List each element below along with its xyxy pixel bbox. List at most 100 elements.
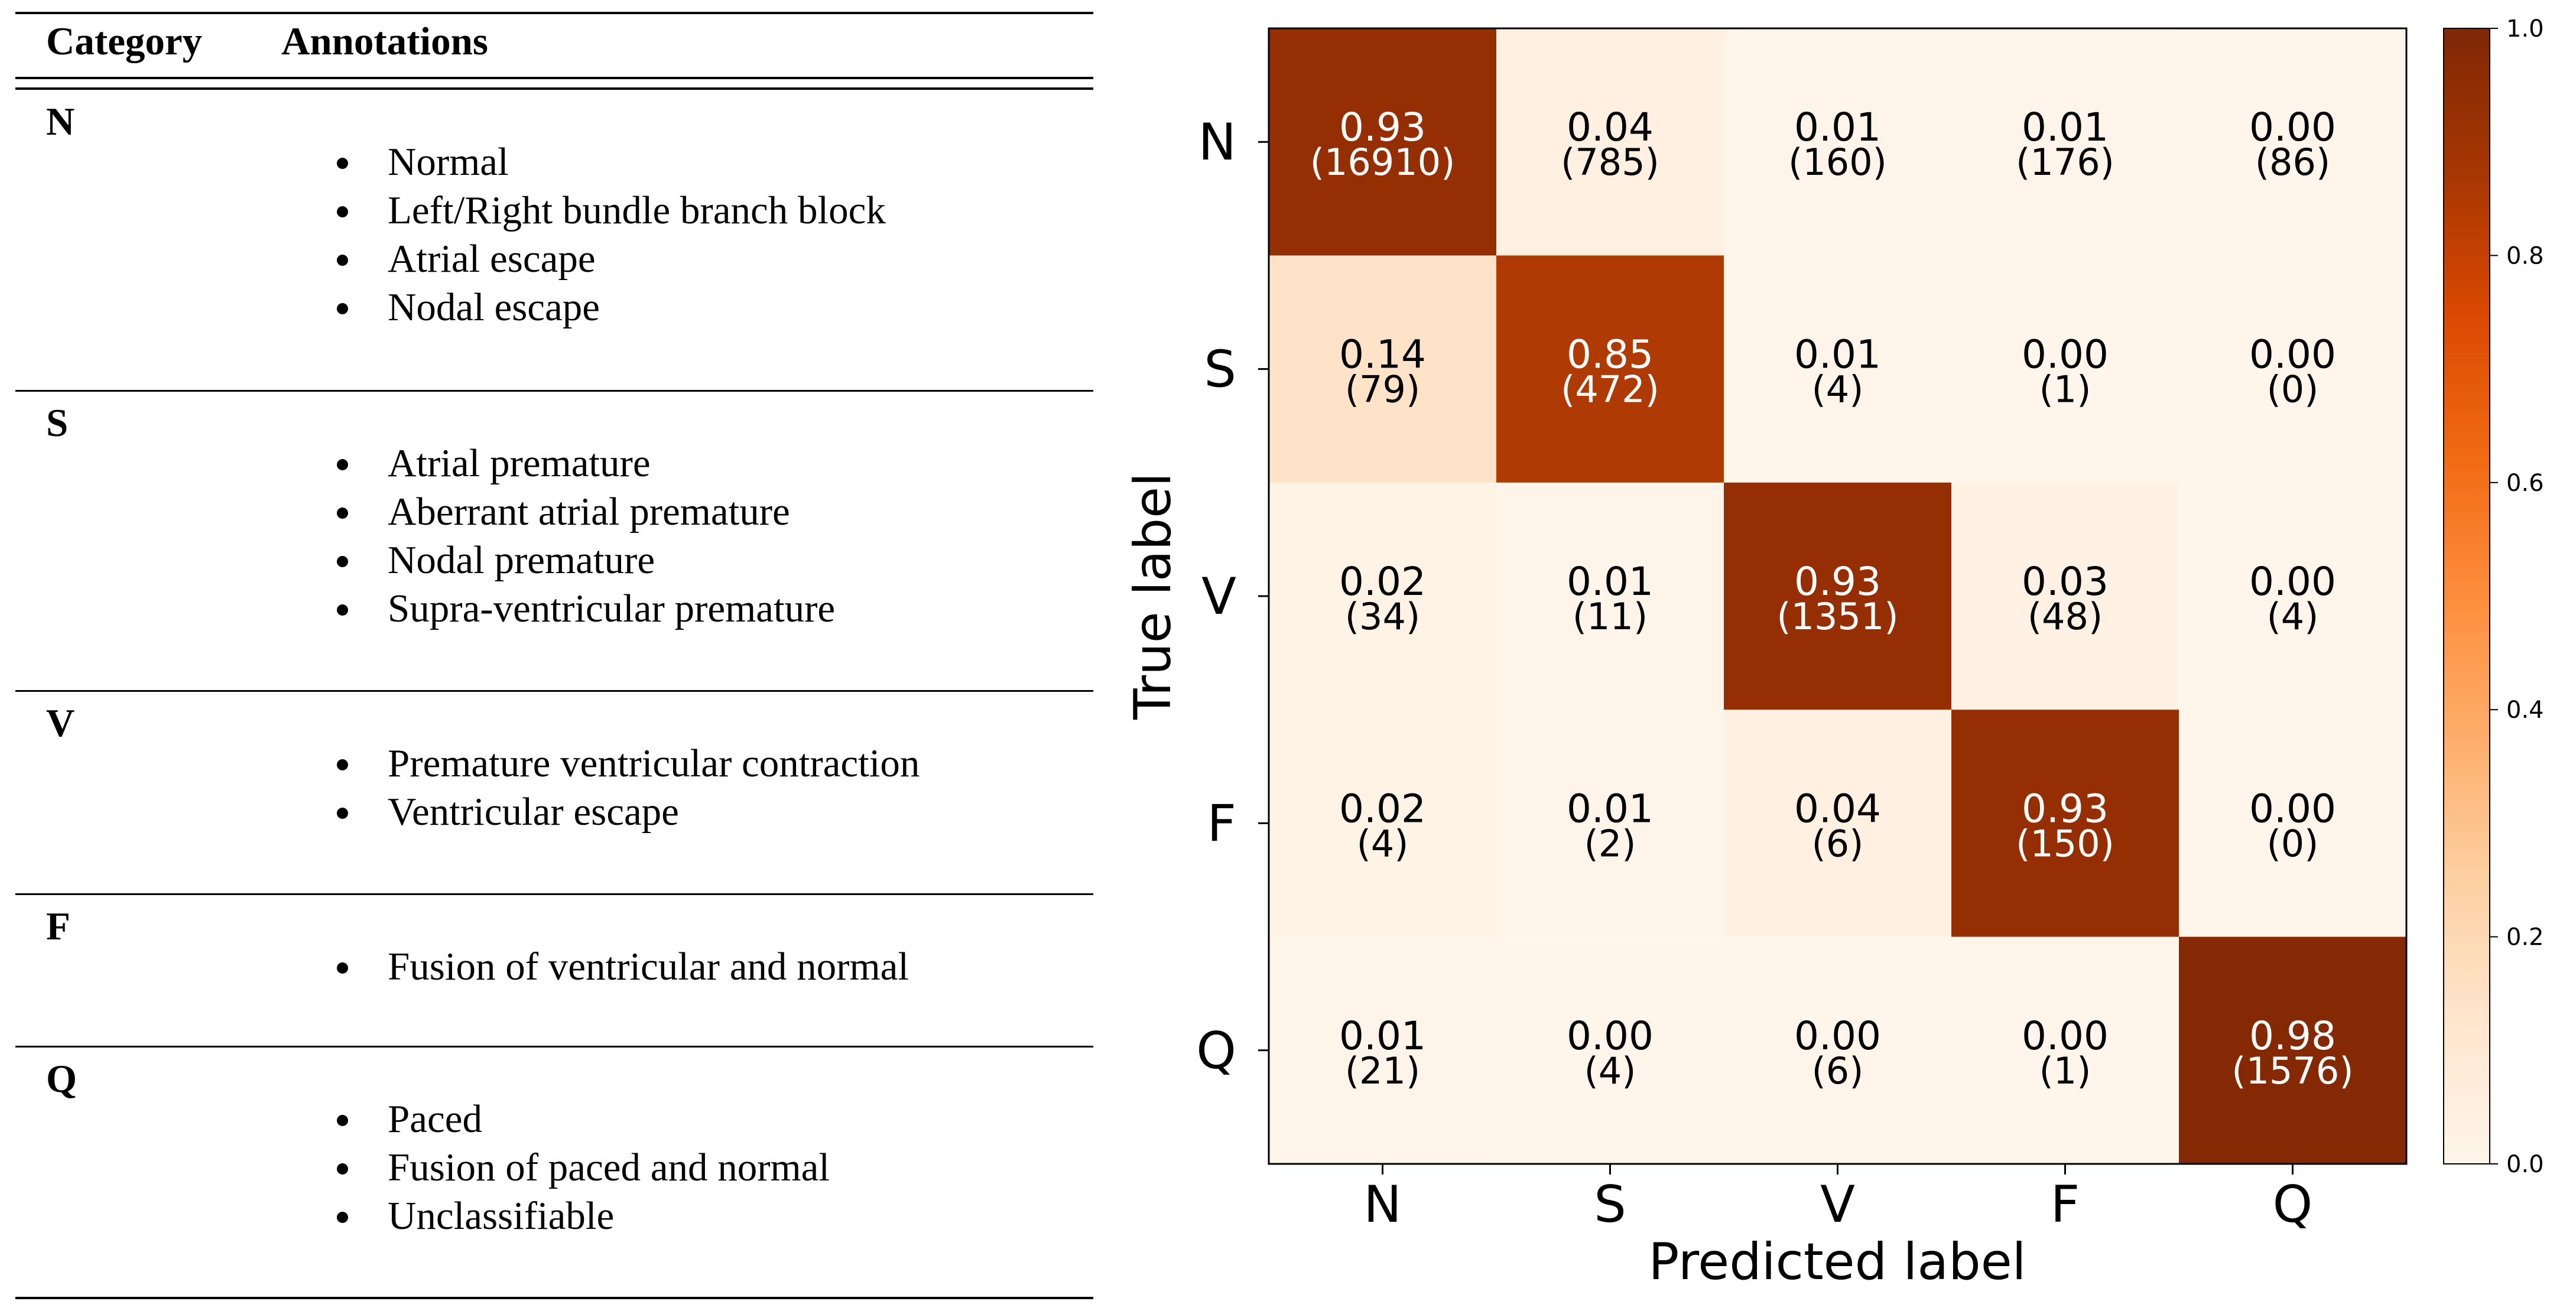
cell-value-label: 0.93 xyxy=(2022,786,2109,831)
cell-count-label: (0) xyxy=(2267,822,2319,865)
colorbar-tick-label: 0.0 xyxy=(2506,1151,2544,1178)
cell-value-label: 0.00 xyxy=(2249,105,2336,150)
annotation-text: Nodal premature xyxy=(388,538,655,582)
heatmap-cell xyxy=(1269,936,1497,1164)
cell-value-label: 0.03 xyxy=(2022,559,2109,604)
row-rule xyxy=(15,690,1093,692)
bullet-icon xyxy=(337,158,348,169)
heatmap-cell xyxy=(1951,710,2179,938)
header-double-rule-bottom xyxy=(15,87,1093,90)
bullet-icon xyxy=(337,459,348,470)
x-tick-label: V xyxy=(1820,1175,1855,1234)
cell-value-label: 0.14 xyxy=(1339,332,1426,378)
annotation-text: Fusion of paced and normal xyxy=(388,1146,830,1189)
y-tick-label: V xyxy=(1201,567,1236,626)
category-s: S xyxy=(46,401,69,445)
heatmap-cell xyxy=(2179,28,2407,256)
heatmap-cells: 0.93(16910)0.04(785)0.01(160)0.01(176)0.… xyxy=(1269,28,2407,1164)
cell-value-label: 0.01 xyxy=(1567,559,1654,604)
cell-count-label: (6) xyxy=(1812,1049,1864,1092)
x-tick-label: F xyxy=(2051,1175,2080,1234)
cell-count-label: (48) xyxy=(2028,595,2103,638)
cell-value-label: 0.98 xyxy=(2249,1013,2336,1059)
header-double-rule-top xyxy=(15,77,1093,79)
annotation-text: Normal xyxy=(388,140,509,184)
x-tick-label: S xyxy=(1594,1175,1626,1234)
cell-value-label: 0.00 xyxy=(2249,559,2336,604)
annotation-text: Nodal escape xyxy=(388,285,600,329)
cell-value-label: 0.00 xyxy=(1567,1013,1654,1059)
cell-value-label: 0.85 xyxy=(1567,332,1654,378)
y-tick-label: Q xyxy=(1196,1022,1236,1081)
annotation-text: Atrial premature xyxy=(388,441,651,485)
cell-count-label: (4) xyxy=(1584,1049,1636,1092)
colorbar-tick-label: 0.6 xyxy=(2506,470,2544,497)
cell-value-label: 0.01 xyxy=(1794,332,1881,378)
heatmap-cell xyxy=(1496,482,1724,710)
cell-count-label: (472) xyxy=(1561,368,1659,411)
cell-count-label: (0) xyxy=(2267,368,2319,411)
cell-count-label: (11) xyxy=(1573,595,1648,638)
heatmap-cell xyxy=(1496,710,1724,938)
y-tick-label: S xyxy=(1204,340,1236,399)
heatmap-cell xyxy=(1269,482,1497,710)
annotation-text: Left/Right bundle branch block xyxy=(388,188,886,232)
cell-value-label: 0.00 xyxy=(2249,332,2336,378)
cell-count-label: (79) xyxy=(1345,368,1420,411)
cell-value-label: 0.02 xyxy=(1339,786,1426,831)
heatmap-cell xyxy=(1724,936,1952,1164)
cell-count-label: (4) xyxy=(2267,595,2319,638)
heatmap-cell xyxy=(1724,28,1952,256)
heatmap-cell xyxy=(1951,482,2179,710)
cell-count-label: (34) xyxy=(1345,595,1420,638)
table-top-rule xyxy=(15,12,1093,14)
cell-value-label: 0.93 xyxy=(1339,105,1426,150)
heatmap-cell xyxy=(1951,28,2179,256)
cell-value-label: 0.04 xyxy=(1567,105,1654,150)
bullet-icon xyxy=(337,206,348,217)
cell-count-label: (4) xyxy=(1812,368,1864,411)
cell-count-label: (2) xyxy=(1584,822,1636,865)
heatmap-cell xyxy=(1496,28,1724,256)
header-annotations: Annotations xyxy=(281,19,488,63)
annotation-table: Category Annotations N Normal Left/Right b… xyxy=(0,0,1099,1311)
confusion-matrix-chart: 0.93 (16910) 0.04 (785) 0.01 (160) 0.01 (176) 0.… xyxy=(1099,0,2576,1311)
x-tick-label: Q xyxy=(2273,1175,2313,1234)
heatmap-cell xyxy=(1724,255,1952,483)
confusion-matrix-svg: 0.93(16910)0.04(785)0.01(160)0.01(176)0.… xyxy=(1123,15,2544,1292)
cell-value-label: 0.01 xyxy=(1794,105,1881,150)
cell-value-label: 0.00 xyxy=(2022,332,2109,378)
cell-value-label: 0.93 xyxy=(1794,559,1881,604)
bullet-icon xyxy=(337,1163,348,1175)
bullet-icon xyxy=(337,1212,348,1223)
y-tick-label: F xyxy=(1207,794,1236,853)
bullet-icon xyxy=(337,808,348,819)
annotation-text: Paced xyxy=(388,1097,482,1141)
heatmap-cell xyxy=(1269,28,1497,256)
category-n: N xyxy=(46,100,75,144)
category-f: F xyxy=(46,905,70,948)
cell-count-label: (6) xyxy=(1812,822,1864,865)
heatmap-cell xyxy=(1269,710,1497,938)
heatmap-cell xyxy=(1724,482,1952,710)
x-axis-label: Predicted label xyxy=(1648,1232,2026,1292)
colorbar-tick-label: 1.0 xyxy=(2506,15,2544,43)
heatmap-cell xyxy=(2179,482,2407,710)
bullet-icon xyxy=(337,962,348,974)
cell-value-label: 0.00 xyxy=(1794,1013,1881,1059)
row-rule xyxy=(15,390,1093,392)
y-tick-label: N xyxy=(1198,113,1236,172)
cell-count-label: (4) xyxy=(1357,822,1409,865)
bullet-icon xyxy=(337,1115,348,1126)
colorbar xyxy=(2443,28,2490,1164)
cell-value-label: 0.00 xyxy=(2022,1013,2109,1059)
bullet-icon xyxy=(337,604,348,616)
annotation-text: Fusion of ventricular and normal xyxy=(388,945,909,988)
cell-count-label: (21) xyxy=(1345,1049,1420,1092)
annotation-text: Aberrant atrial premature xyxy=(388,490,790,533)
category-v: V xyxy=(46,701,75,745)
cell-count-label: (1) xyxy=(2039,368,2091,411)
annotation-text: Ventricular escape xyxy=(388,790,679,834)
heatmap-cell xyxy=(2179,710,2407,938)
annotation-text: Supra-ventricular premature xyxy=(388,587,836,630)
